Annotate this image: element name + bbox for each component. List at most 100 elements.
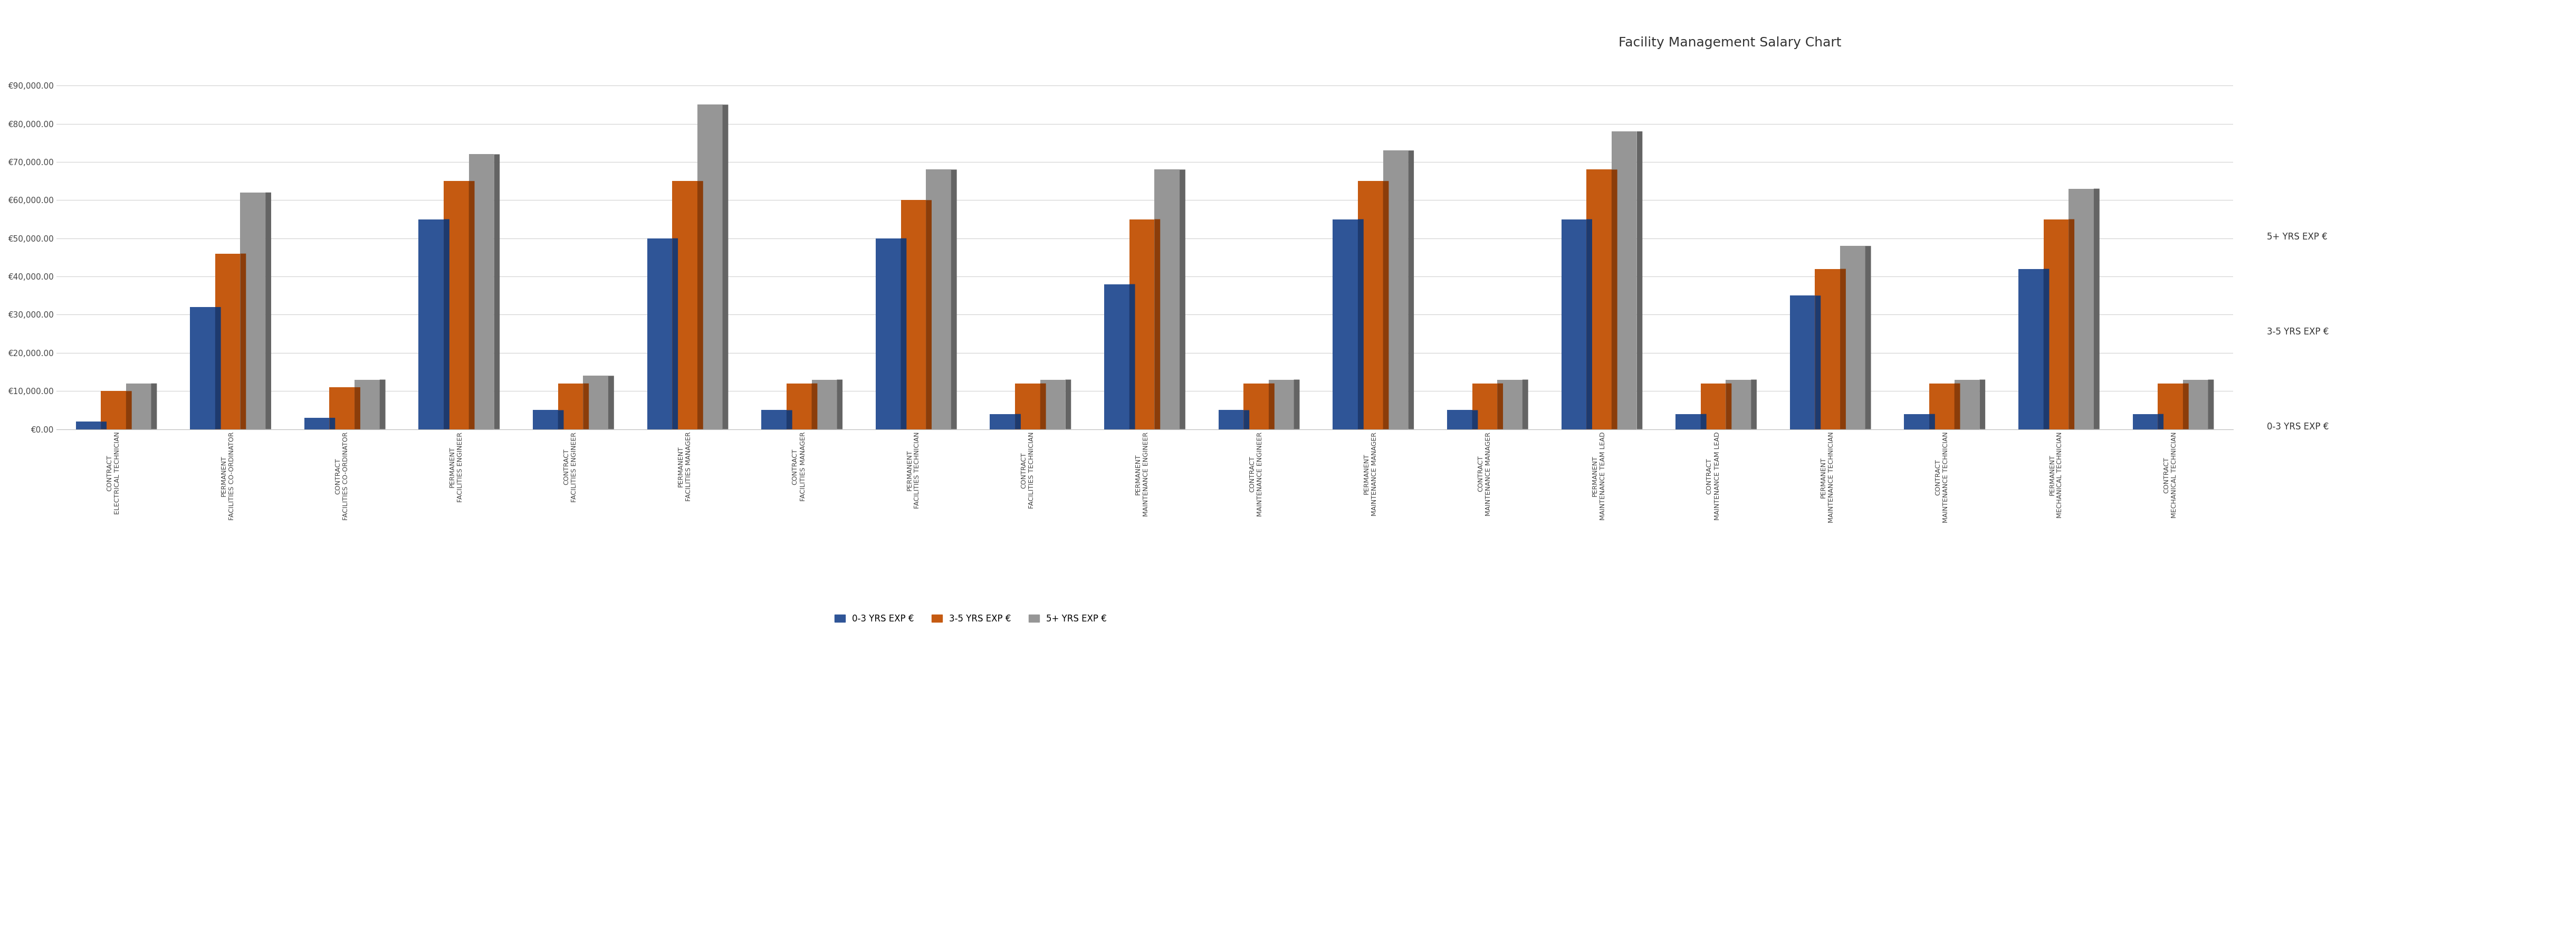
Bar bbox=[2182, 379, 2208, 429]
Bar bbox=[1839, 246, 1865, 429]
Polygon shape bbox=[2094, 189, 2099, 429]
Polygon shape bbox=[1497, 383, 1502, 429]
Polygon shape bbox=[330, 418, 335, 429]
Polygon shape bbox=[216, 307, 222, 429]
Bar bbox=[191, 307, 216, 429]
Polygon shape bbox=[1726, 383, 1731, 429]
Bar bbox=[417, 219, 443, 429]
Polygon shape bbox=[1700, 414, 1705, 429]
Polygon shape bbox=[902, 238, 907, 429]
Bar bbox=[2133, 414, 2159, 429]
Polygon shape bbox=[1293, 379, 1301, 429]
Polygon shape bbox=[1409, 151, 1414, 429]
Bar bbox=[647, 238, 672, 429]
Polygon shape bbox=[152, 383, 157, 429]
Bar bbox=[1726, 379, 1752, 429]
Bar bbox=[1270, 379, 1293, 429]
Bar bbox=[786, 383, 811, 429]
Text: Facility Management Salary Chart: Facility Management Salary Chart bbox=[1618, 36, 1842, 49]
Polygon shape bbox=[1929, 414, 1935, 429]
Polygon shape bbox=[1752, 379, 1757, 429]
Bar bbox=[989, 414, 1015, 429]
Polygon shape bbox=[355, 387, 361, 429]
Polygon shape bbox=[1636, 132, 1643, 429]
Polygon shape bbox=[1955, 383, 1960, 429]
Bar bbox=[1497, 379, 1522, 429]
Polygon shape bbox=[559, 410, 564, 429]
Polygon shape bbox=[582, 383, 590, 429]
Polygon shape bbox=[1978, 379, 1986, 429]
Legend: 0-3 YRS EXP €, 3-5 YRS EXP €, 5+ YRS EXP €: 0-3 YRS EXP €, 3-5 YRS EXP €, 5+ YRS EXP… bbox=[835, 614, 1108, 624]
Bar bbox=[698, 104, 721, 429]
Polygon shape bbox=[1522, 379, 1528, 429]
Polygon shape bbox=[2043, 269, 2050, 429]
Bar bbox=[876, 238, 902, 429]
Bar bbox=[443, 181, 469, 429]
Polygon shape bbox=[2069, 219, 2074, 429]
Polygon shape bbox=[721, 104, 729, 429]
Polygon shape bbox=[1270, 383, 1275, 429]
Bar bbox=[2069, 189, 2094, 429]
Bar bbox=[1448, 410, 1471, 429]
Bar bbox=[1700, 383, 1726, 429]
Bar bbox=[1904, 414, 1929, 429]
Bar bbox=[1674, 414, 1700, 429]
Bar bbox=[582, 375, 608, 429]
Bar bbox=[1613, 132, 1636, 429]
Polygon shape bbox=[698, 181, 703, 429]
Polygon shape bbox=[1613, 170, 1618, 429]
Bar bbox=[533, 410, 559, 429]
Bar bbox=[1561, 219, 1587, 429]
Bar bbox=[100, 392, 126, 429]
Bar bbox=[304, 418, 330, 429]
Bar bbox=[559, 383, 582, 429]
Bar bbox=[1955, 379, 1978, 429]
Polygon shape bbox=[100, 422, 106, 429]
Bar bbox=[469, 155, 495, 429]
Polygon shape bbox=[1154, 219, 1159, 429]
Polygon shape bbox=[1587, 219, 1592, 429]
Bar bbox=[762, 410, 786, 429]
Polygon shape bbox=[672, 238, 677, 429]
Polygon shape bbox=[1865, 246, 1870, 429]
Bar bbox=[75, 422, 100, 429]
Polygon shape bbox=[786, 410, 793, 429]
Bar bbox=[1218, 410, 1244, 429]
Polygon shape bbox=[1128, 284, 1136, 429]
Polygon shape bbox=[240, 253, 245, 429]
Polygon shape bbox=[608, 375, 613, 429]
Polygon shape bbox=[2182, 383, 2190, 429]
Polygon shape bbox=[126, 392, 131, 429]
Text: 5+ YRS EXP €: 5+ YRS EXP € bbox=[2267, 232, 2329, 242]
Bar bbox=[925, 170, 951, 429]
Bar bbox=[330, 387, 355, 429]
Bar bbox=[1105, 284, 1128, 429]
Text: 3-5 YRS EXP €: 3-5 YRS EXP € bbox=[2267, 327, 2329, 337]
Bar bbox=[126, 383, 152, 429]
Polygon shape bbox=[495, 155, 500, 429]
Bar bbox=[2159, 383, 2182, 429]
Polygon shape bbox=[265, 192, 270, 429]
Polygon shape bbox=[1066, 379, 1072, 429]
Polygon shape bbox=[2159, 414, 2164, 429]
Bar bbox=[1244, 383, 1270, 429]
Polygon shape bbox=[379, 379, 386, 429]
Bar bbox=[1587, 170, 1613, 429]
Polygon shape bbox=[1358, 219, 1363, 429]
Bar bbox=[1041, 379, 1066, 429]
Bar bbox=[1383, 151, 1409, 429]
Bar bbox=[1128, 219, 1154, 429]
Polygon shape bbox=[2208, 379, 2213, 429]
Polygon shape bbox=[469, 181, 474, 429]
Polygon shape bbox=[1383, 181, 1388, 429]
Bar bbox=[1929, 383, 1955, 429]
Polygon shape bbox=[1041, 383, 1046, 429]
Polygon shape bbox=[1015, 414, 1020, 429]
Bar bbox=[355, 379, 379, 429]
Polygon shape bbox=[1839, 269, 1847, 429]
Bar bbox=[1015, 383, 1041, 429]
Polygon shape bbox=[811, 383, 817, 429]
Bar bbox=[240, 192, 265, 429]
Bar bbox=[2043, 219, 2069, 429]
Polygon shape bbox=[443, 219, 448, 429]
